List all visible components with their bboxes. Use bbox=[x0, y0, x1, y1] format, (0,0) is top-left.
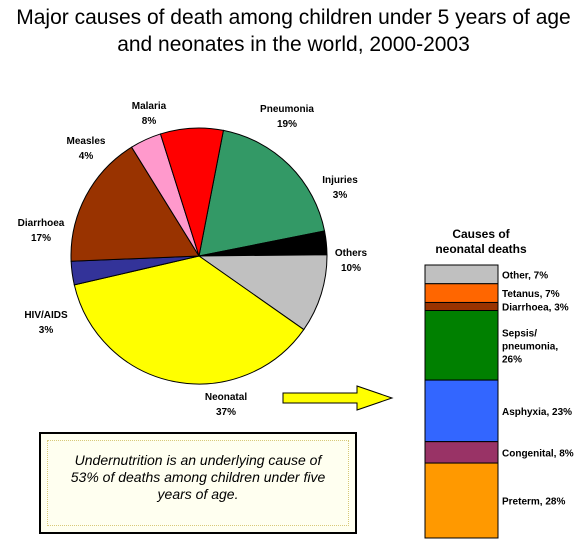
stacked-segment-diarrhoea bbox=[424, 301, 499, 312]
stacked-segment-congenital bbox=[424, 441, 499, 464]
pie-value-malaria: 8% bbox=[142, 116, 157, 127]
stacked-label-other: Other, 7% bbox=[502, 270, 548, 281]
stacked-bar-title-line-2: neonatal deaths bbox=[435, 242, 527, 256]
chart-title-line-1: Major causes of death among children und… bbox=[16, 6, 571, 29]
pie-label-neonatal: Neonatal bbox=[205, 392, 247, 403]
pie-value-measles: 4% bbox=[79, 151, 94, 162]
stacked-label-congenital: Congenital, 8% bbox=[502, 448, 574, 459]
stacked-segment-asphyxia bbox=[424, 379, 499, 443]
pie-value-pneumonia: 19% bbox=[277, 119, 297, 130]
stacked-label-diarrhoea: Diarrhoea, 3% bbox=[502, 302, 569, 313]
pie-label-malaria: Malaria bbox=[132, 101, 167, 112]
pie-slice-diarrhoea bbox=[70, 146, 200, 262]
pie-label-diarrhoea: Diarrhoea bbox=[18, 218, 65, 229]
pie-value-hiv-aids: 3% bbox=[39, 325, 54, 336]
pie-label-injuries: Injuries bbox=[322, 175, 358, 186]
stacked-segment-preterm bbox=[424, 462, 499, 539]
stacked-bar bbox=[424, 264, 499, 539]
stacked-label-asphyxia: Asphyxia, 23% bbox=[502, 407, 572, 418]
stacked-segment-other bbox=[424, 264, 499, 285]
stacked-label-sepsis-pneumonia-2: pneumonia, bbox=[502, 341, 558, 352]
pie-slice-others bbox=[197, 254, 328, 331]
chart-title-line-2: and neonates in the world, 2000-2003 bbox=[117, 33, 470, 56]
chart-title: Major causes of death among children und… bbox=[0, 4, 587, 58]
stacked-label-sepsis-pneumonia-3: 26% bbox=[502, 354, 522, 365]
stacked-bar-title-line-1: Causes of bbox=[452, 227, 510, 241]
pie-value-diarrhoea: 17% bbox=[31, 233, 51, 244]
pie-value-others: 10% bbox=[341, 263, 361, 274]
pie-value-neonatal: 37% bbox=[216, 407, 236, 418]
note-text: Undernutrition is an underlying cause of… bbox=[70, 452, 326, 502]
pie-labels: Pneumonia 19% Injuries 3% Others 10% Neonatal 3… bbox=[18, 101, 368, 418]
pointer-arrow bbox=[282, 385, 394, 411]
pie-value-injuries: 3% bbox=[333, 190, 348, 201]
pie-slice-pneumonia bbox=[198, 129, 326, 257]
stacked-label-sepsis-pneumonia-1: Sepsis/ bbox=[502, 328, 537, 339]
pie-slice-malaria bbox=[159, 127, 225, 257]
stacked-segment-tetanus bbox=[424, 283, 499, 303]
pie-chart bbox=[70, 127, 328, 385]
pie-label-measles: Measles bbox=[67, 136, 106, 147]
note-inner-border bbox=[47, 440, 349, 526]
stacked-label-tetanus: Tetanus, 7% bbox=[502, 289, 560, 300]
stacked-bar-labels: Other, 7% Tetanus, 7% Diarrhoea, 3% Sepsis/… bbox=[502, 270, 574, 507]
stacked-segment-sepsis-pneumonia bbox=[424, 310, 499, 381]
pie-slice-neonatal bbox=[73, 255, 305, 385]
pie-label-pneumonia: Pneumonia bbox=[260, 104, 314, 115]
undernutrition-note: Undernutrition is an underlying cause of… bbox=[39, 432, 357, 534]
stacked-label-preterm: Preterm, 28% bbox=[502, 497, 565, 508]
pie-label-hiv-aids: HIV/AIDS bbox=[24, 310, 68, 321]
pie-label-others: Others bbox=[335, 248, 368, 259]
